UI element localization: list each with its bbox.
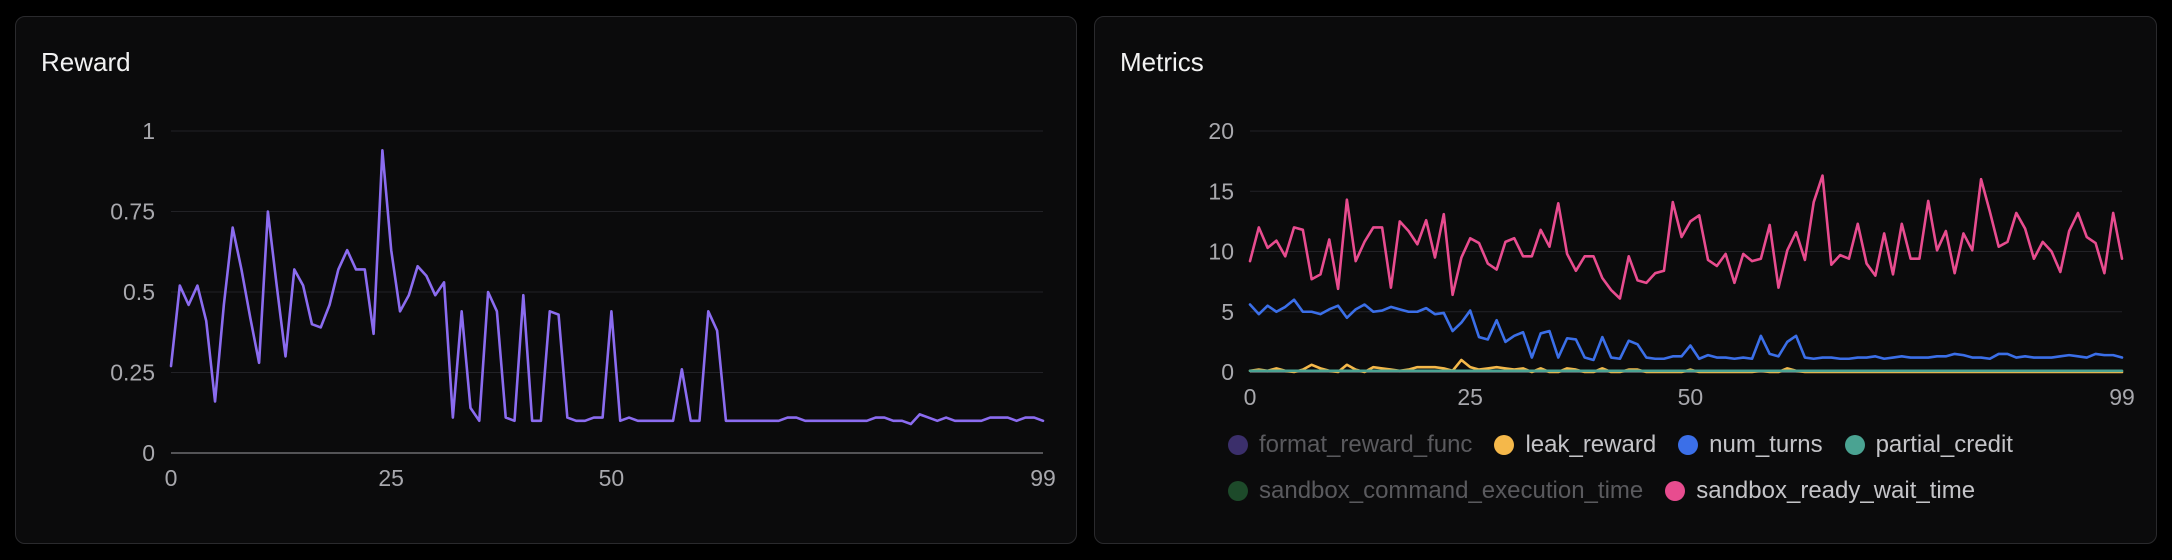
legend-item-format-reward-func[interactable]: format_reward_func [1228,431,1472,459]
reward-panel-title: Reward [41,47,131,77]
series-line[interactable] [169,149,1045,426]
y-tick-label: 20 [1208,118,1234,144]
legend-label: sandbox_ready_wait_time [1696,477,1976,504]
metrics-chart[interactable]: 0 5 10 15 20 0 25 50 99 [1095,17,2158,417]
series-line-num-turns[interactable] [1248,298,2124,362]
y-tick-label: 0 [142,440,155,466]
legend-item-leak-reward[interactable]: leak_reward [1494,431,1656,459]
legend-item-num-turns[interactable]: num_turns [1678,431,1823,459]
metrics-panel-title: Metrics [1120,47,1204,77]
legend-item-partial-credit[interactable]: partial_credit [1844,431,2013,459]
legend-swatch [1228,481,1248,501]
legend-swatch [1228,435,1248,455]
legend-swatch [1665,481,1686,501]
y-tick-label: 10 [1208,239,1234,265]
legend-item-sandbox-ready-wait-time[interactable]: sandbox_ready_wait_time [1665,477,1975,505]
metrics-legend: format_reward_func leak_reward num_turns pa… [1228,431,2108,505]
legend-item-sandbox-command-execution-time[interactable]: sandbox_command_execution_time [1228,477,1643,505]
legend-swatch [1678,435,1699,455]
x-tick-label: 25 [1457,384,1483,410]
y-tick-label: 1 [142,118,155,144]
x-tick-label: 0 [165,465,178,491]
legend-label: num_turns [1709,431,1823,458]
x-tick-label: 50 [1678,384,1704,410]
reward-panel: Reward 0 0.25 0.5 0.75 1 0 25 50 99 [15,16,1077,544]
legend-label: sandbox_command_execution_time [1259,477,1644,504]
y-tick-label: 0.5 [123,279,155,305]
metrics-panel: Metrics 0 5 10 15 20 0 25 50 99 format_reward_fu… [1094,16,2157,544]
y-tick-label: 0 [1221,359,1234,385]
legend-swatch [1844,435,1865,455]
legend-label: partial_credit [1875,431,2013,458]
legend-label: format_reward_func [1259,431,1473,458]
x-tick-label: 99 [1030,465,1056,491]
y-tick-label: 5 [1221,299,1234,325]
y-tick-label: 0.25 [110,360,155,386]
x-tick-label: 25 [378,465,404,491]
x-tick-label: 50 [599,465,625,491]
y-tick-label: 0.75 [110,199,155,225]
x-tick-label: 99 [2109,384,2135,410]
legend-swatch [1494,435,1515,455]
series-line-sandbox-ready-wait-time[interactable] [1248,174,2124,300]
reward-chart[interactable]: 0 0.25 0.5 0.75 1 0 25 50 99 [16,17,1078,545]
y-tick-label: 15 [1208,178,1234,204]
x-tick-label: 0 [1244,384,1257,410]
legend-label: leak_reward [1525,431,1657,458]
